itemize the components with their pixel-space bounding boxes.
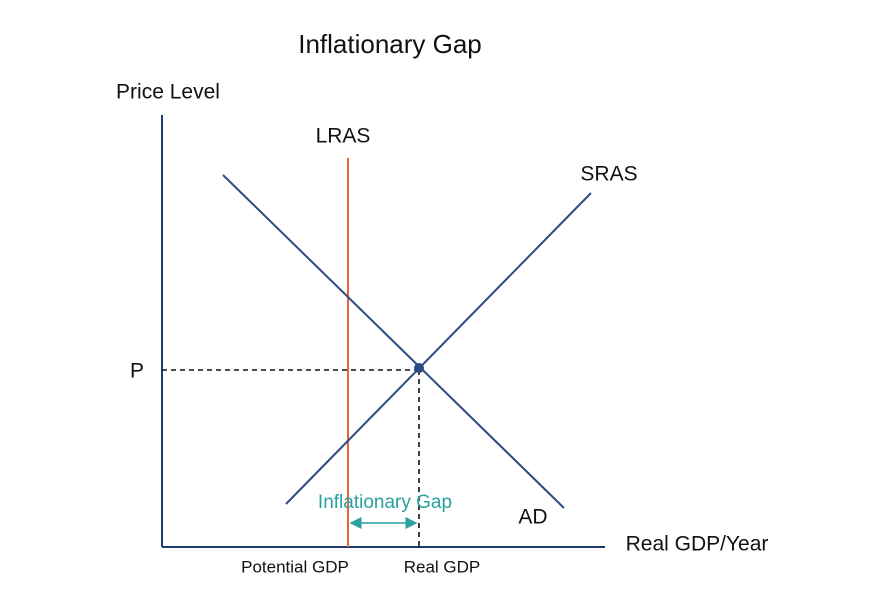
sras-line — [285, 192, 592, 505]
lras-label: LRAS — [316, 125, 371, 148]
ad-line — [222, 174, 565, 509]
real-gdp-label: Real GDP — [404, 557, 481, 576]
gap-label: Inflationary Gap — [318, 492, 452, 513]
price-label: P — [130, 360, 144, 383]
title: Inflationary Gap — [298, 29, 482, 59]
y-axis-label: Price Level — [116, 81, 220, 104]
sras-label: SRAS — [580, 163, 637, 186]
x-axis-label: Real GDP/Year — [626, 533, 769, 556]
potential-gdp-label: Potential GDP — [241, 557, 349, 576]
ad-label: AD — [518, 506, 547, 529]
equilibrium-point — [414, 363, 424, 373]
